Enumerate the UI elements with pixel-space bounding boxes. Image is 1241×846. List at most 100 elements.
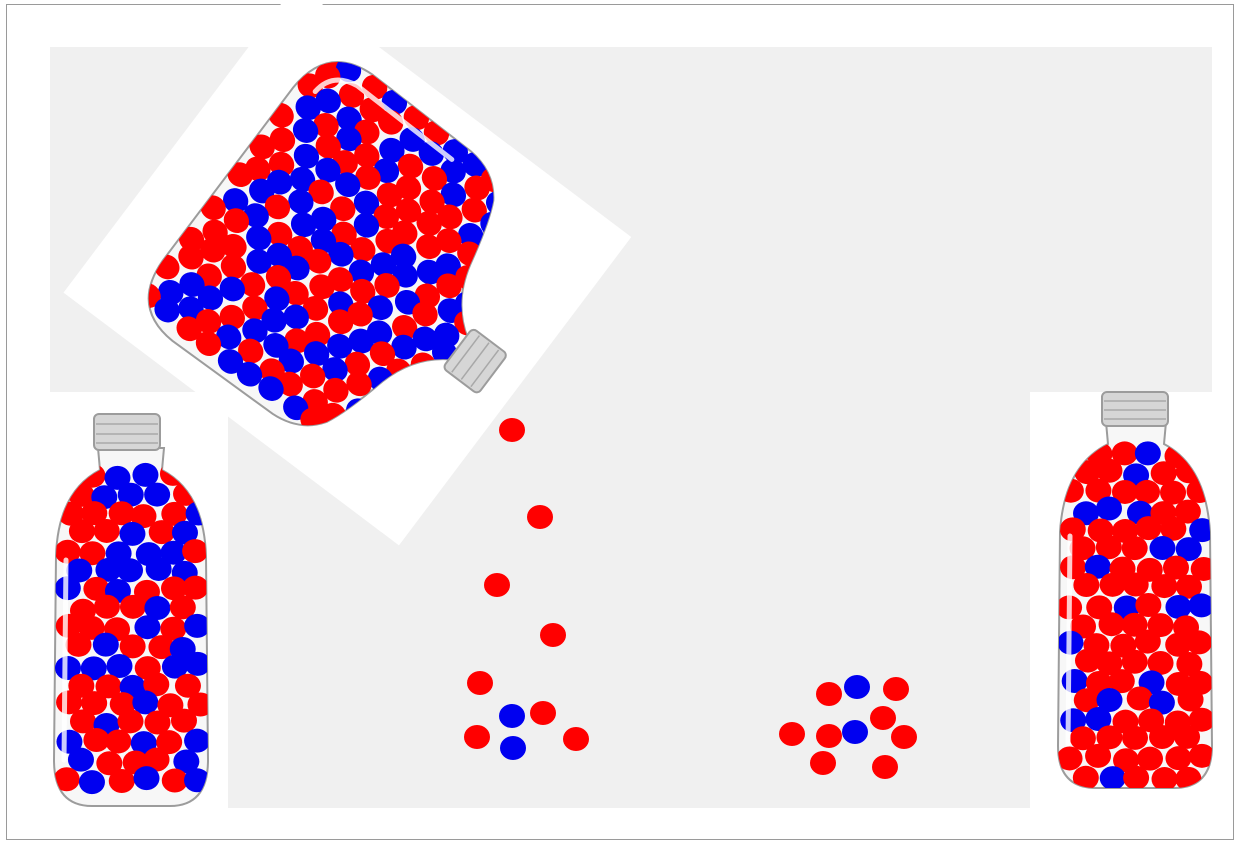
- bead-pile-left: [464, 701, 589, 760]
- bead: [1160, 480, 1187, 505]
- falling-bead: [467, 671, 493, 695]
- bead: [313, 113, 339, 138]
- bead: [1175, 766, 1202, 788]
- bead: [55, 613, 82, 638]
- bead: [65, 632, 92, 657]
- bead: [1174, 724, 1201, 749]
- left-bottle: [52, 413, 210, 807]
- bead: [68, 519, 95, 544]
- bead: [1149, 725, 1176, 750]
- bead: [95, 557, 122, 582]
- bead: [258, 376, 284, 401]
- bead: [1096, 688, 1123, 713]
- bead: [395, 198, 422, 223]
- bead: [195, 331, 222, 357]
- bead: [1084, 554, 1111, 579]
- bead: [95, 674, 122, 699]
- bead: [1151, 767, 1178, 788]
- pile-bead: [563, 727, 589, 751]
- bead: [117, 482, 144, 507]
- bead: [1151, 574, 1178, 599]
- pouring-bottle: [63, 0, 632, 546]
- bead: [1085, 743, 1112, 768]
- falling-bead: [527, 505, 553, 529]
- bead: [161, 768, 188, 793]
- bead: [436, 273, 462, 299]
- bead: [348, 259, 375, 285]
- bead: [392, 262, 418, 288]
- bead: [249, 134, 275, 160]
- bead: [266, 242, 292, 268]
- bead: [227, 162, 253, 188]
- bead: [308, 179, 334, 205]
- bead: [195, 309, 222, 334]
- bead: [160, 576, 187, 601]
- bead: [83, 728, 110, 753]
- pile-bead: [870, 706, 896, 730]
- bead: [1188, 743, 1212, 768]
- bead: [373, 204, 399, 230]
- bead: [170, 708, 197, 733]
- bead: [144, 595, 171, 620]
- pile-bead: [883, 677, 909, 701]
- bead: [119, 634, 146, 659]
- bead: [283, 280, 309, 306]
- bead: [1099, 766, 1126, 788]
- bead: [1147, 650, 1174, 675]
- bead: [1096, 496, 1123, 521]
- bead: [1123, 765, 1150, 788]
- pile-bead: [872, 755, 898, 779]
- bead: [304, 321, 331, 347]
- bead: [421, 166, 448, 191]
- bead: [287, 235, 313, 261]
- bead: [1162, 555, 1189, 580]
- bead: [1165, 594, 1192, 619]
- bead: [264, 194, 291, 220]
- bead: [178, 244, 204, 270]
- bead: [1121, 536, 1148, 561]
- falling-beads: [467, 418, 566, 695]
- bead: [283, 304, 309, 330]
- bead: [1188, 707, 1212, 732]
- bead: [284, 255, 310, 281]
- bead: [1096, 458, 1123, 483]
- bead: [323, 377, 349, 403]
- bead: [117, 558, 144, 583]
- bead: [161, 501, 188, 526]
- bead: [93, 518, 120, 543]
- bead: [331, 221, 357, 247]
- falling-bead: [484, 573, 510, 597]
- bead: [143, 672, 170, 697]
- bead: [105, 729, 132, 754]
- bead: [336, 126, 362, 152]
- bead: [119, 594, 146, 619]
- bead: [327, 333, 353, 359]
- bead: [293, 143, 320, 169]
- bead: [1121, 612, 1148, 637]
- bead: [1085, 706, 1112, 731]
- bead: [267, 221, 293, 247]
- pile-bead: [891, 725, 917, 749]
- pile-bead: [842, 720, 868, 744]
- falling-bead: [540, 623, 566, 647]
- bead: [79, 541, 106, 566]
- bead: [437, 204, 463, 230]
- bead: [289, 166, 316, 192]
- bead: [183, 464, 208, 489]
- bead: [1059, 517, 1086, 542]
- bead: [1134, 629, 1161, 654]
- bead: [310, 228, 337, 254]
- bead: [223, 208, 250, 234]
- bead: [327, 309, 354, 335]
- bead: [220, 254, 247, 280]
- bead: [239, 272, 266, 297]
- bead: [81, 501, 108, 526]
- bead: [182, 539, 208, 564]
- bead: [184, 613, 208, 638]
- bead: [1096, 725, 1123, 750]
- pile-bead: [810, 751, 836, 775]
- bead: [159, 461, 186, 486]
- bead: [292, 118, 319, 143]
- bead: [1111, 441, 1138, 466]
